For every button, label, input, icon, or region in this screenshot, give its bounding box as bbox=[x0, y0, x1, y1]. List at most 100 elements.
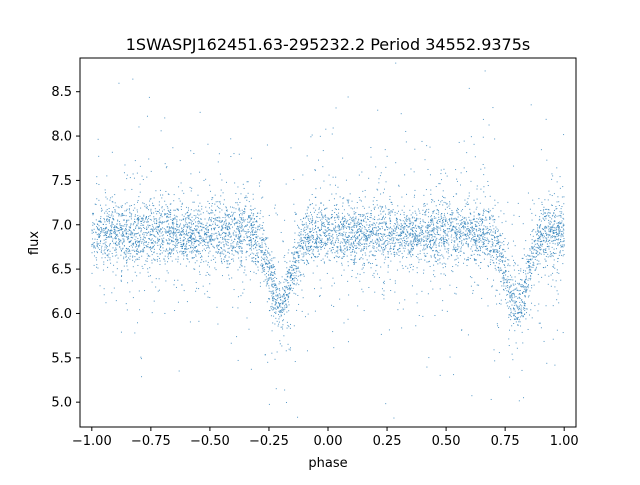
data-point bbox=[475, 246, 477, 248]
data-point bbox=[280, 282, 282, 284]
data-point bbox=[464, 258, 466, 260]
data-point bbox=[120, 215, 122, 217]
data-point bbox=[208, 241, 210, 243]
data-point bbox=[445, 220, 447, 222]
data-point bbox=[134, 271, 136, 273]
data-point bbox=[101, 229, 103, 231]
data-point bbox=[201, 250, 203, 252]
data-point bbox=[426, 238, 428, 240]
data-point bbox=[275, 302, 277, 304]
data-point bbox=[283, 293, 285, 295]
data-point bbox=[286, 306, 288, 308]
data-point bbox=[396, 253, 398, 255]
data-point bbox=[231, 206, 233, 208]
data-point bbox=[118, 228, 120, 230]
data-point bbox=[453, 244, 455, 246]
data-point bbox=[118, 238, 120, 240]
data-point bbox=[371, 230, 373, 232]
data-point bbox=[402, 240, 404, 242]
data-point bbox=[446, 203, 448, 205]
data-point bbox=[485, 232, 487, 234]
data-point bbox=[267, 260, 269, 262]
data-point bbox=[395, 223, 397, 225]
data-point bbox=[194, 246, 196, 248]
data-point bbox=[233, 207, 235, 209]
data-point bbox=[145, 204, 147, 206]
data-point bbox=[382, 216, 384, 218]
data-point bbox=[546, 246, 548, 248]
data-point bbox=[342, 242, 344, 244]
data-point bbox=[398, 235, 400, 237]
data-point bbox=[193, 257, 195, 259]
data-point bbox=[159, 221, 161, 223]
data-point bbox=[130, 232, 132, 234]
data-point bbox=[287, 252, 289, 254]
data-point bbox=[549, 239, 551, 241]
data-point bbox=[347, 261, 349, 263]
data-point bbox=[454, 230, 456, 232]
data-point bbox=[326, 220, 328, 222]
data-point bbox=[91, 229, 93, 231]
data-point bbox=[230, 218, 232, 220]
data-point bbox=[389, 247, 391, 249]
data-point bbox=[109, 259, 111, 261]
data-point bbox=[292, 268, 294, 270]
data-point bbox=[134, 160, 136, 162]
data-point bbox=[153, 227, 155, 229]
data-point bbox=[208, 203, 210, 205]
data-point bbox=[166, 240, 168, 242]
data-point bbox=[130, 237, 132, 239]
data-point bbox=[223, 258, 225, 260]
data-point bbox=[257, 226, 259, 228]
data-point bbox=[379, 228, 381, 230]
data-point bbox=[105, 302, 107, 304]
data-point bbox=[326, 244, 328, 246]
data-point bbox=[98, 233, 100, 235]
data-point bbox=[282, 320, 284, 322]
data-point bbox=[231, 226, 233, 228]
data-point bbox=[135, 253, 137, 255]
data-point bbox=[394, 255, 396, 257]
data-point bbox=[485, 253, 487, 255]
data-point bbox=[235, 222, 237, 224]
data-point bbox=[188, 225, 190, 227]
data-point bbox=[126, 220, 128, 222]
data-point bbox=[461, 241, 463, 243]
data-point bbox=[354, 250, 356, 252]
data-point bbox=[507, 201, 509, 203]
data-point bbox=[336, 251, 338, 253]
data-point bbox=[228, 274, 230, 276]
data-point bbox=[317, 227, 319, 229]
data-point bbox=[398, 247, 400, 249]
data-point bbox=[148, 275, 150, 277]
data-point bbox=[186, 234, 188, 236]
data-point bbox=[186, 232, 188, 234]
data-point bbox=[402, 237, 404, 239]
data-point bbox=[479, 245, 481, 247]
data-point bbox=[172, 218, 174, 220]
data-point bbox=[136, 250, 138, 252]
data-point bbox=[250, 243, 252, 245]
data-point bbox=[184, 248, 186, 250]
data-point bbox=[446, 240, 448, 242]
data-point bbox=[281, 303, 283, 305]
data-point bbox=[508, 316, 510, 318]
data-point bbox=[204, 243, 206, 245]
data-point bbox=[121, 205, 123, 207]
data-point bbox=[548, 219, 550, 221]
data-point bbox=[310, 247, 311, 249]
data-point bbox=[514, 300, 516, 302]
data-point bbox=[239, 232, 241, 234]
data-point bbox=[482, 237, 484, 239]
data-point bbox=[345, 179, 347, 181]
data-point bbox=[409, 264, 411, 266]
data-point bbox=[290, 280, 292, 282]
data-point bbox=[350, 237, 352, 239]
data-point bbox=[158, 221, 160, 223]
data-point bbox=[551, 240, 553, 242]
data-point bbox=[196, 228, 198, 230]
data-point bbox=[356, 246, 358, 248]
data-point bbox=[427, 227, 429, 229]
data-point bbox=[93, 264, 95, 266]
data-point bbox=[331, 214, 333, 216]
